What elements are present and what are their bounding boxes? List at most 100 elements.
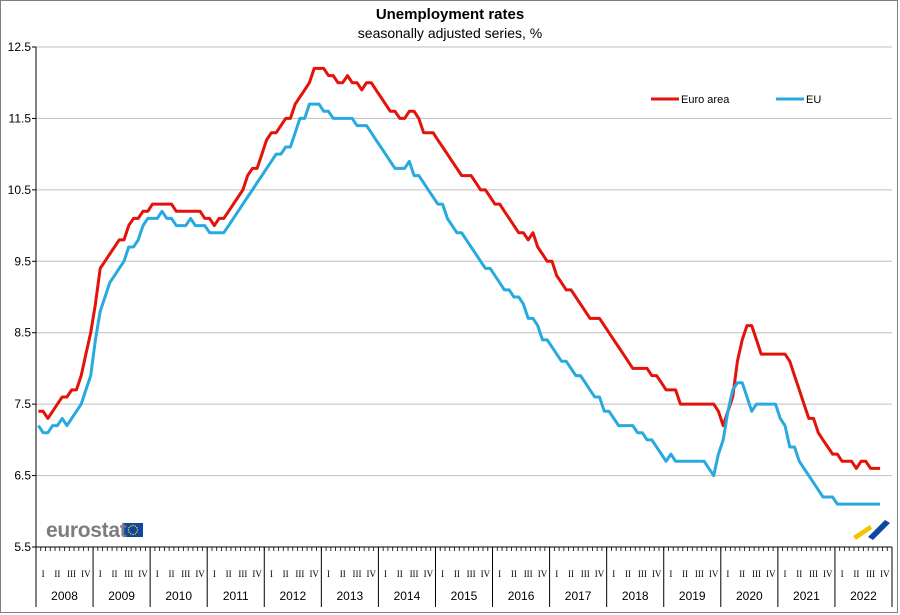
x-quarter-label: III: [809, 569, 818, 579]
x-quarter-label: I: [270, 569, 273, 579]
y-tick-label: 11.5: [9, 111, 32, 125]
x-quarter-label: I: [384, 569, 387, 579]
x-quarter-label: II: [796, 569, 802, 579]
x-quarter-label: IV: [252, 569, 262, 579]
x-year-label: 2008: [51, 589, 78, 603]
flag-star: [134, 525, 136, 527]
chart-title: Unemployment rates: [375, 6, 525, 23]
flag-star: [128, 527, 130, 529]
x-quarter-label: II: [682, 569, 688, 579]
x-year-label: 2020: [736, 589, 763, 603]
x-quarter-label: IV: [138, 569, 148, 579]
x-quarter-label: IV: [823, 569, 833, 579]
x-quarter-label: IV: [81, 569, 91, 579]
flag-star: [134, 533, 136, 535]
x-quarter-label: II: [568, 569, 574, 579]
x-quarter-label: IV: [481, 569, 491, 579]
x-quarter-label: III: [295, 569, 304, 579]
x-year-label: 2011: [223, 589, 249, 603]
x-year-label: 2010: [165, 589, 192, 603]
y-tick-label: 7.5: [14, 397, 31, 411]
x-quarter-label: I: [156, 569, 159, 579]
x-quarter-label: III: [124, 569, 133, 579]
eurostat-stripes-logo: [853, 520, 890, 540]
series-line-euro-area: [38, 66, 881, 470]
x-quarter-label: IV: [880, 569, 890, 579]
x-quarter-label: III: [181, 569, 190, 579]
x-quarter-label: III: [238, 569, 247, 579]
x-quarter-label: IV: [595, 569, 605, 579]
x-quarter-label: II: [625, 569, 631, 579]
x-quarter-label: IV: [309, 569, 319, 579]
x-year-label: 2012: [279, 589, 306, 603]
x-quarter-label: I: [841, 569, 844, 579]
y-tick-label: 6.5: [14, 469, 31, 483]
flag-star: [136, 531, 138, 533]
x-quarter-label: III: [67, 569, 76, 579]
x-quarter-label: II: [739, 569, 745, 579]
x-quarter-label: I: [784, 569, 787, 579]
legend-label: Euro area: [681, 94, 730, 106]
x-quarter-label: III: [752, 569, 761, 579]
chart-subtitle: seasonally adjusted series, %: [357, 25, 543, 41]
eu-flag-icon: [123, 523, 143, 537]
x-quarter-label: IV: [424, 569, 434, 579]
x-quarter-label: III: [524, 569, 533, 579]
x-quarter-label: III: [467, 569, 476, 579]
x-quarter-label: IV: [766, 569, 776, 579]
x-quarter-label: I: [669, 569, 672, 579]
flag-star: [132, 524, 134, 527]
x-quarter-label: II: [54, 569, 60, 579]
x-year-label: 2021: [793, 589, 820, 603]
y-tick-label: 10.5: [8, 183, 32, 197]
x-quarter-label: II: [169, 569, 175, 579]
x-quarter-label: IV: [709, 569, 719, 579]
x-quarter-label: II: [511, 569, 517, 579]
x-year-label: 2013: [337, 589, 364, 603]
flag-star: [132, 533, 134, 536]
x-quarter-label: II: [226, 569, 232, 579]
series-line-eu: [37, 102, 881, 506]
x-quarter-label: I: [99, 569, 102, 579]
x-quarter-label: IV: [538, 569, 548, 579]
x-quarter-label: II: [283, 569, 289, 579]
x-quarter-label: I: [42, 569, 45, 579]
flag-star: [130, 525, 132, 527]
x-quarter-label: III: [638, 569, 647, 579]
flag-star: [127, 529, 130, 531]
x-year-label: 2015: [451, 589, 478, 603]
x-quarter-label: III: [866, 569, 875, 579]
x-year-label: 2017: [565, 589, 592, 603]
x-quarter-label: IV: [195, 569, 205, 579]
x-quarter-label: I: [498, 569, 501, 579]
y-tick-label: 9.5: [14, 254, 31, 268]
x-quarter-label: III: [581, 569, 590, 579]
x-quarter-label: II: [111, 569, 117, 579]
x-quarter-label: II: [340, 569, 346, 579]
x-year-label: 2014: [394, 589, 421, 603]
x-quarter-label: III: [410, 569, 419, 579]
x-quarter-label: III: [695, 569, 704, 579]
x-year-label: 2019: [679, 589, 706, 603]
flag-star: [136, 529, 139, 531]
flag-star: [128, 531, 130, 533]
x-quarter-label: II: [397, 569, 403, 579]
x-quarter-label: I: [612, 569, 615, 579]
eurostat-logo: eurostat: [46, 519, 127, 542]
legend: Euro area EU: [651, 94, 821, 106]
flag-star: [136, 527, 138, 529]
x-quarter-label: I: [726, 569, 729, 579]
x-axis: I II III IV I II III IV I II III IV I II III IV I II III IV…: [35, 546, 893, 607]
x-quarter-label: III: [353, 569, 362, 579]
x-quarter-label: I: [213, 569, 216, 579]
x-year-label: 2018: [622, 589, 649, 603]
x-year-label: 2009: [108, 589, 135, 603]
x-quarter-label: II: [853, 569, 859, 579]
x-quarter-label: I: [555, 569, 558, 579]
x-quarter-label: IV: [367, 569, 377, 579]
x-quarter-label: IV: [652, 569, 662, 579]
flag-star: [130, 533, 132, 535]
y-tick-label: 12.5: [8, 40, 32, 54]
